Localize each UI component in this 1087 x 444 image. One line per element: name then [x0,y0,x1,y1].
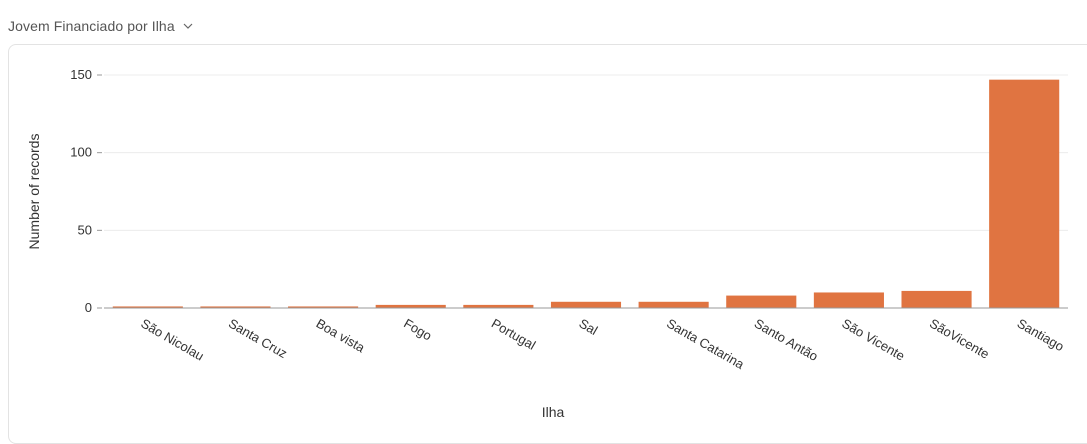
bar[interactable] [200,306,271,308]
x-tick-label: Boa vista [314,316,368,356]
bar[interactable] [989,79,1060,308]
bar[interactable] [726,295,797,308]
bars [112,79,1060,308]
y-axis-ticks: 0 50 100 150 [70,67,102,315]
chart-title: Jovem Financiado por Ilha [8,18,175,34]
x-tick-label: Sal [577,316,601,338]
bar[interactable] [813,292,884,308]
y-tick-label: 50 [78,222,92,237]
y-tick-label: 150 [70,67,92,82]
y-tick-label: 100 [70,145,92,160]
x-tick-label: São Vicente [839,316,907,364]
grid-lines [104,74,1068,231]
bar[interactable] [375,304,446,308]
bar[interactable] [901,290,972,308]
bar[interactable] [463,304,534,308]
x-axis-ticks: São Nicolau Santa Cruz Boa vista Fogo Portug… [138,316,1066,373]
bar[interactable] [288,306,359,308]
chart-card [8,44,1087,444]
x-tick-label: SãoVicente [927,316,992,362]
bar[interactable] [112,306,183,308]
x-tick-label: Santo Antão [752,316,821,364]
x-tick-label: Fogo [401,316,434,344]
x-tick-label: Santa Catarina [664,316,747,373]
bar[interactable] [550,301,622,308]
x-tick-label: São Nicolau [138,316,206,364]
y-axis-title: Number of records [26,134,42,250]
chart-title-dropdown[interactable]: Jovem Financiado por Ilha [8,18,194,34]
bar-chart: 0 50 100 150 São Nicolau Santa Cruz Boa vista… [26,67,1068,420]
chevron-down-icon [183,23,193,29]
y-tick-label: 0 [85,300,92,315]
bar[interactable] [638,301,709,308]
x-tick-label: Santiago [1015,316,1067,355]
x-tick-label: Santa Cruz [226,316,290,362]
x-tick-label: Portugal [489,316,539,353]
x-axis-title: Ilha [542,404,565,420]
